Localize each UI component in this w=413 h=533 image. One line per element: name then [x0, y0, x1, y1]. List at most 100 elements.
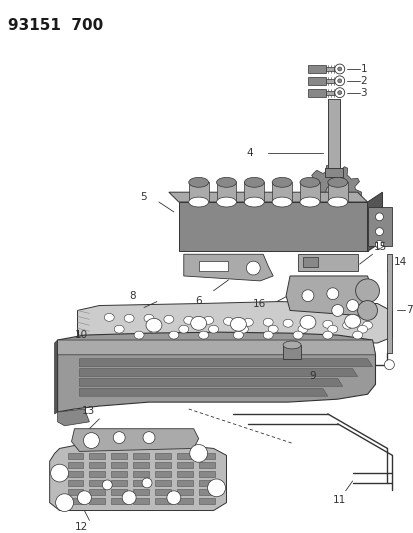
- Bar: [302, 257, 317, 267]
- Polygon shape: [367, 192, 382, 252]
- Ellipse shape: [198, 331, 208, 339]
- Ellipse shape: [346, 300, 358, 311]
- Ellipse shape: [244, 177, 263, 187]
- Bar: [133, 471, 149, 477]
- Text: 14: 14: [392, 257, 406, 267]
- Ellipse shape: [337, 67, 341, 71]
- Bar: [111, 454, 127, 459]
- Ellipse shape: [271, 197, 291, 207]
- Bar: [67, 454, 83, 459]
- Bar: [176, 498, 192, 504]
- Bar: [154, 454, 171, 459]
- Bar: [327, 99, 339, 167]
- Ellipse shape: [143, 432, 154, 443]
- Bar: [307, 88, 325, 96]
- Text: 15: 15: [373, 243, 386, 252]
- Ellipse shape: [216, 197, 236, 207]
- Ellipse shape: [327, 197, 347, 207]
- Ellipse shape: [357, 301, 377, 320]
- Ellipse shape: [189, 445, 207, 462]
- Ellipse shape: [238, 325, 248, 333]
- Ellipse shape: [271, 177, 291, 187]
- Bar: [325, 67, 333, 71]
- Bar: [324, 167, 342, 177]
- Bar: [89, 454, 105, 459]
- Bar: [244, 182, 263, 202]
- Ellipse shape: [334, 88, 344, 98]
- Bar: [325, 79, 333, 83]
- Polygon shape: [305, 165, 361, 220]
- Text: 8: 8: [129, 290, 135, 301]
- Bar: [176, 454, 192, 459]
- Polygon shape: [183, 254, 273, 281]
- Bar: [198, 498, 214, 504]
- Bar: [89, 471, 105, 477]
- Ellipse shape: [188, 177, 208, 187]
- Ellipse shape: [223, 317, 233, 325]
- Bar: [89, 462, 105, 468]
- Bar: [198, 462, 214, 468]
- Polygon shape: [57, 340, 375, 355]
- Bar: [133, 489, 149, 495]
- Text: 4: 4: [246, 148, 253, 158]
- Ellipse shape: [292, 331, 302, 339]
- Bar: [67, 489, 83, 495]
- Text: 5: 5: [140, 192, 147, 202]
- Bar: [154, 471, 171, 477]
- Ellipse shape: [299, 197, 319, 207]
- Bar: [133, 480, 149, 486]
- Bar: [111, 462, 127, 468]
- Ellipse shape: [282, 319, 292, 327]
- Polygon shape: [55, 340, 57, 414]
- Ellipse shape: [216, 177, 236, 187]
- Polygon shape: [178, 202, 367, 252]
- Text: 11: 11: [332, 495, 345, 505]
- Ellipse shape: [246, 261, 260, 275]
- Ellipse shape: [124, 314, 134, 322]
- Ellipse shape: [142, 478, 152, 488]
- Ellipse shape: [166, 491, 180, 505]
- Ellipse shape: [144, 314, 154, 322]
- Ellipse shape: [169, 331, 178, 339]
- Ellipse shape: [113, 432, 125, 443]
- Ellipse shape: [375, 213, 382, 221]
- Bar: [89, 498, 105, 504]
- Bar: [133, 462, 149, 468]
- Text: 16: 16: [253, 298, 266, 309]
- Ellipse shape: [230, 317, 246, 331]
- Ellipse shape: [134, 331, 144, 339]
- Ellipse shape: [149, 325, 159, 333]
- Text: 7: 7: [405, 305, 412, 316]
- Bar: [367, 207, 392, 246]
- Text: 93151  700: 93151 700: [8, 18, 103, 33]
- Text: 10: 10: [74, 330, 88, 340]
- Bar: [198, 454, 214, 459]
- Text: 2: 2: [360, 76, 366, 86]
- Polygon shape: [57, 332, 375, 412]
- Ellipse shape: [244, 197, 263, 207]
- Bar: [176, 480, 192, 486]
- Bar: [387, 254, 392, 353]
- Text: 1: 1: [360, 64, 366, 74]
- Ellipse shape: [55, 494, 74, 512]
- Ellipse shape: [331, 304, 343, 317]
- Ellipse shape: [122, 491, 136, 505]
- Ellipse shape: [104, 313, 114, 321]
- Polygon shape: [57, 409, 89, 426]
- Ellipse shape: [342, 321, 352, 329]
- Ellipse shape: [337, 91, 341, 95]
- Ellipse shape: [263, 331, 273, 339]
- Polygon shape: [77, 302, 392, 343]
- Ellipse shape: [352, 331, 362, 339]
- Ellipse shape: [325, 184, 341, 200]
- Bar: [154, 489, 171, 495]
- Polygon shape: [79, 369, 357, 376]
- Ellipse shape: [114, 325, 124, 333]
- Bar: [154, 480, 171, 486]
- Ellipse shape: [183, 317, 193, 324]
- Ellipse shape: [178, 325, 188, 333]
- Ellipse shape: [233, 331, 243, 339]
- Bar: [307, 65, 325, 73]
- Bar: [271, 182, 291, 202]
- Ellipse shape: [322, 331, 332, 339]
